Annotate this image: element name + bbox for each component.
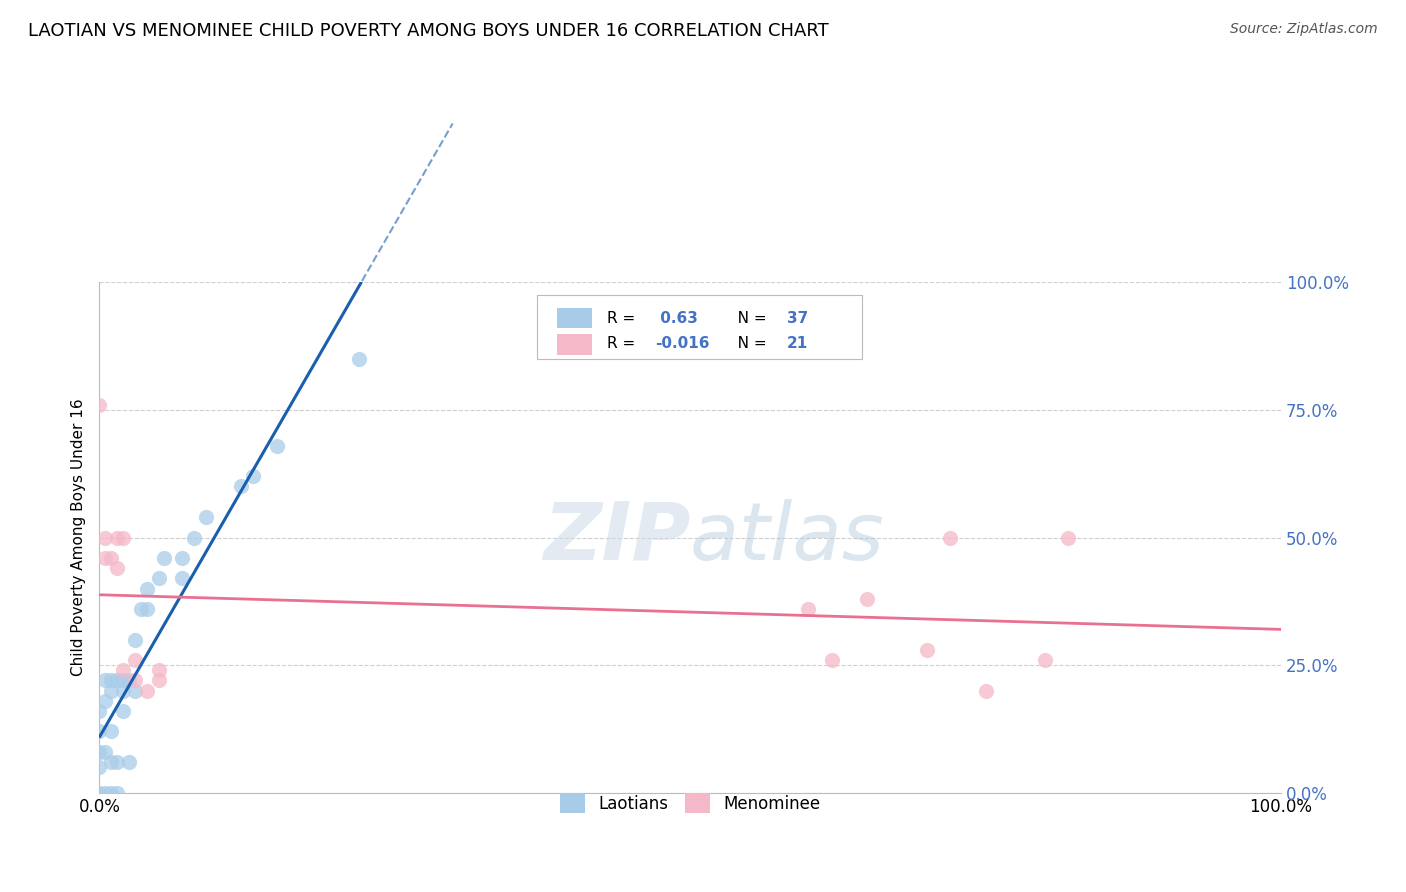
Point — [242, 469, 264, 483]
Point — [974, 683, 997, 698]
Legend: Laotians, Menominee: Laotians, Menominee — [554, 787, 827, 820]
Text: 0.63: 0.63 — [655, 310, 697, 326]
Point — [89, 745, 111, 759]
Point — [194, 510, 217, 524]
Point — [112, 704, 135, 718]
FancyBboxPatch shape — [537, 295, 862, 359]
Point — [135, 582, 157, 596]
Point — [112, 673, 135, 688]
FancyBboxPatch shape — [557, 308, 592, 328]
Point — [89, 724, 111, 739]
Point — [100, 550, 122, 565]
Point — [94, 550, 117, 565]
Point — [148, 663, 170, 677]
Point — [89, 786, 111, 800]
Point — [153, 550, 176, 565]
Point — [118, 673, 141, 688]
Point — [349, 351, 371, 366]
Point — [915, 642, 938, 657]
Point — [94, 531, 117, 545]
Text: 21: 21 — [787, 336, 808, 351]
Point — [94, 745, 117, 759]
Point — [105, 755, 128, 769]
Point — [266, 439, 288, 453]
Text: Source: ZipAtlas.com: Source: ZipAtlas.com — [1230, 22, 1378, 37]
Point — [112, 683, 135, 698]
Point — [231, 479, 253, 493]
Point — [105, 561, 128, 575]
Point — [1033, 653, 1056, 667]
Point — [124, 673, 146, 688]
Point — [148, 673, 170, 688]
Text: R =: R = — [607, 310, 641, 326]
Point — [124, 653, 146, 667]
Point — [100, 673, 122, 688]
Text: R =: R = — [607, 336, 641, 351]
Point — [129, 602, 152, 616]
Point — [100, 786, 122, 800]
Text: ZIP: ZIP — [543, 499, 690, 576]
Point — [94, 694, 117, 708]
Point — [105, 531, 128, 545]
Point — [89, 398, 111, 412]
Point — [135, 683, 157, 698]
Point — [1057, 531, 1080, 545]
Point — [105, 673, 128, 688]
Text: atlas: atlas — [690, 499, 884, 576]
Point — [112, 663, 135, 677]
Text: LAOTIAN VS MENOMINEE CHILD POVERTY AMONG BOYS UNDER 16 CORRELATION CHART: LAOTIAN VS MENOMINEE CHILD POVERTY AMONG… — [28, 22, 830, 40]
Point — [100, 683, 122, 698]
Point — [797, 602, 820, 616]
Point — [148, 571, 170, 585]
Text: 37: 37 — [787, 310, 808, 326]
Point — [124, 632, 146, 647]
Text: N =: N = — [723, 310, 772, 326]
Y-axis label: Child Poverty Among Boys Under 16: Child Poverty Among Boys Under 16 — [72, 399, 86, 676]
Text: N =: N = — [723, 336, 772, 351]
Point — [100, 755, 122, 769]
Text: -0.016: -0.016 — [655, 336, 709, 351]
Point — [821, 653, 844, 667]
Point — [135, 602, 157, 616]
Point — [183, 531, 205, 545]
FancyBboxPatch shape — [557, 334, 592, 355]
Point — [89, 760, 111, 774]
Point — [172, 571, 194, 585]
Point — [105, 786, 128, 800]
Point — [94, 786, 117, 800]
Point — [118, 755, 141, 769]
Point — [172, 550, 194, 565]
Point — [939, 531, 962, 545]
Point — [89, 704, 111, 718]
Point — [856, 591, 879, 606]
Point — [100, 724, 122, 739]
Point — [124, 683, 146, 698]
Point — [112, 531, 135, 545]
Point — [94, 673, 117, 688]
